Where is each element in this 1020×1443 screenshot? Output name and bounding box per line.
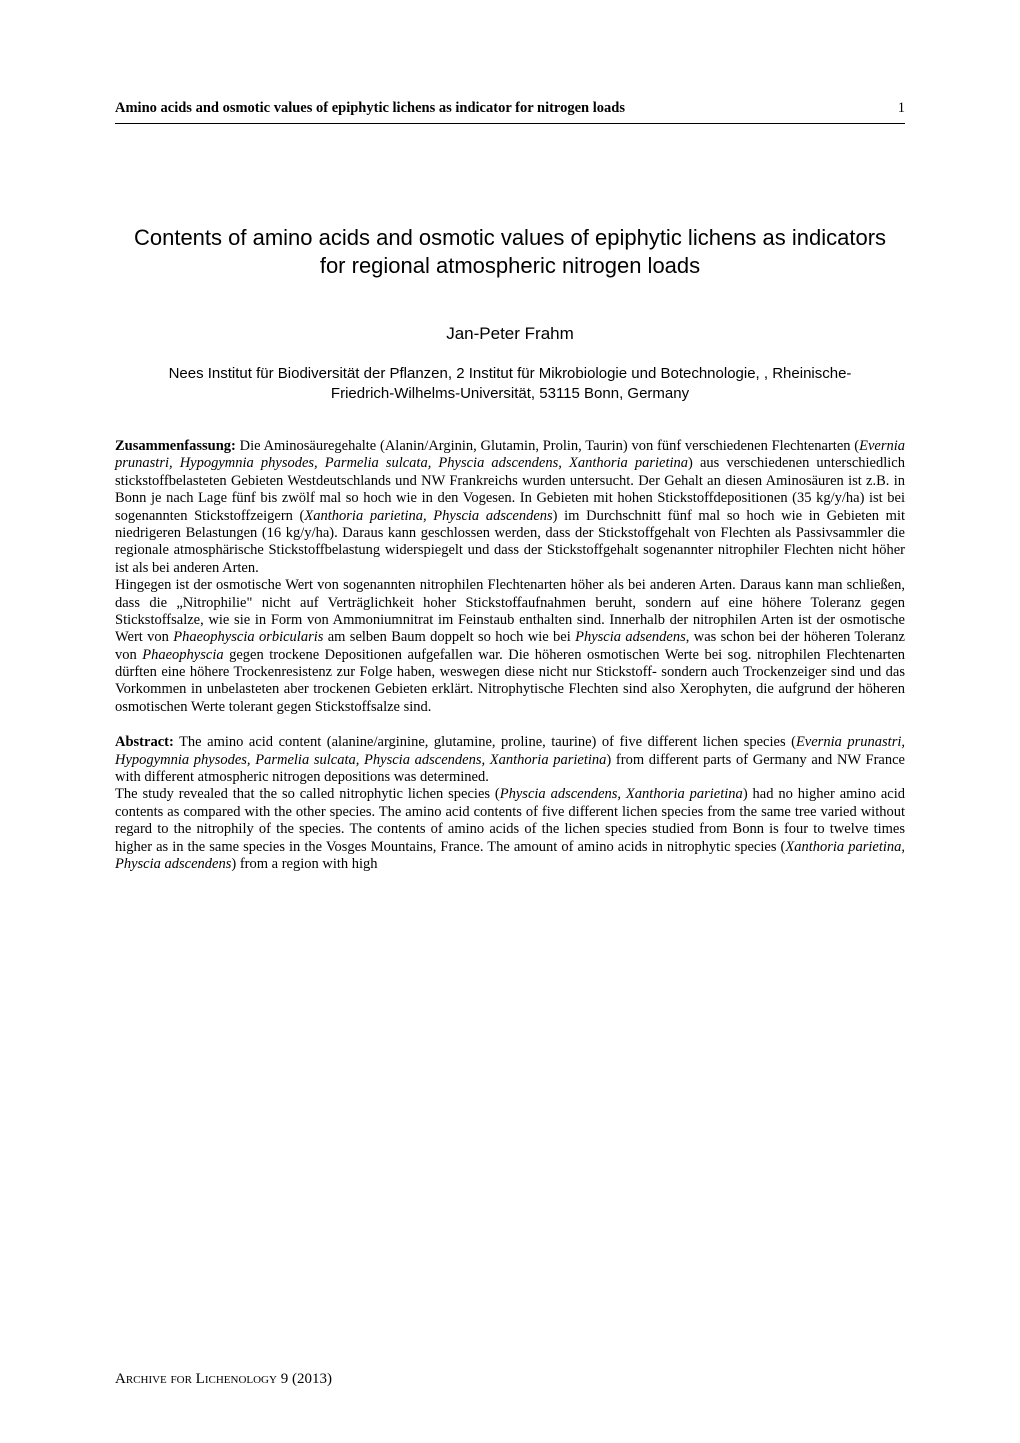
ab-p2-sp1: Physcia adscendens, Xanthoria parietina <box>500 786 743 802</box>
zf-p2-t4: gegen trockene Depositionen aufgefallen … <box>115 647 905 715</box>
author-name: Jan-Peter Frahm <box>115 324 905 344</box>
ab-p2-t3: ) from a region with high <box>231 856 377 872</box>
ab-p2-t1: The study revealed that the so called ni… <box>115 786 500 802</box>
journal-footer: Archive for Lichenology 9 (2013) <box>115 1371 332 1388</box>
abstract-block: Abstract: The amino acid content (alanin… <box>115 734 905 873</box>
journal-volume-year: 9 (2013) <box>277 1371 332 1387</box>
journal-name: Archive for Lichenology <box>115 1371 277 1387</box>
zf-p1-t1: Die Aminosäuregehalte (Alanin/Arginin, G… <box>236 438 859 454</box>
zf-p2-t2: am selben Baum doppelt so hoch wie bei <box>323 629 575 645</box>
zusammenfassung-label: Zusammenfassung: <box>115 438 236 454</box>
ab-p1-t1: The amino acid content (alanine/arginine… <box>174 734 796 750</box>
running-title: Amino acids and osmotic values of epiphy… <box>115 100 625 117</box>
zf-p1-sp2: Xanthoria parietina, Physcia adscendens <box>304 508 552 524</box>
article-title: Contents of amino acids and osmotic valu… <box>115 224 905 279</box>
zf-p2-sp3: Phaeophyscia <box>142 647 223 663</box>
page-number: 1 <box>898 100 905 117</box>
author-affiliation: Nees Institut für Biodiversität der Pfla… <box>115 364 905 403</box>
header-rule <box>115 123 905 124</box>
zf-p2-sp2: Physcia adsendens <box>575 629 686 645</box>
zusammenfassung-block: Zusammenfassung: Die Aminosäuregehalte (… <box>115 438 905 716</box>
running-header: Amino acids and osmotic values of epiphy… <box>115 100 905 117</box>
abstract-label: Abstract: <box>115 734 174 750</box>
zf-p2-sp1: Phaeophyscia orbicularis <box>173 629 323 645</box>
